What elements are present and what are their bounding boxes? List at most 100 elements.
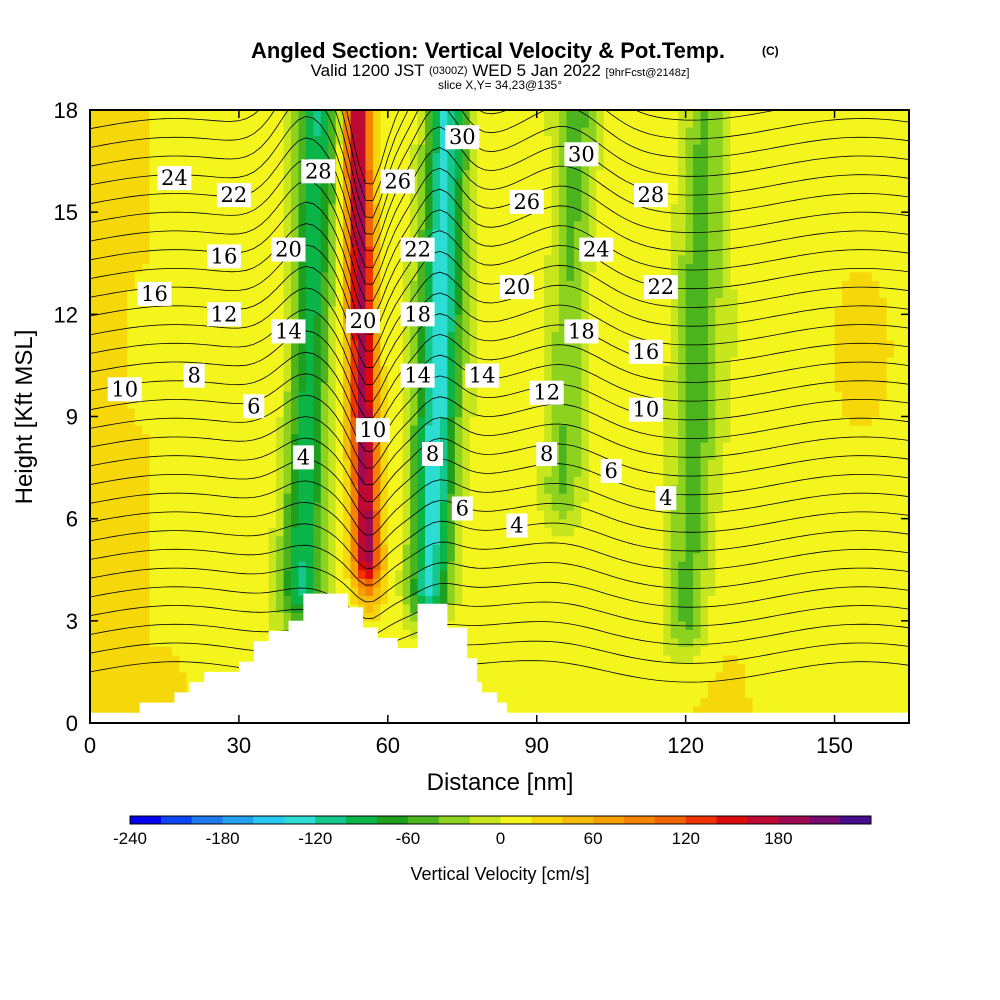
velocity-cell	[506, 399, 515, 409]
velocity-cell	[484, 314, 493, 324]
velocity-cell	[551, 263, 560, 273]
velocity-cell	[395, 433, 404, 443]
velocity-cell	[350, 271, 359, 281]
velocity-cell	[447, 373, 456, 384]
velocity-cell	[402, 425, 411, 435]
velocity-cell	[365, 382, 374, 392]
velocity-cell	[469, 569, 478, 579]
velocity-cell	[387, 339, 396, 349]
velocity-cell	[179, 680, 188, 690]
velocity-cell	[536, 348, 545, 358]
velocity-cell	[395, 229, 404, 239]
velocity-cell	[477, 280, 486, 290]
velocity-cell	[387, 629, 396, 639]
velocity-cell	[112, 297, 121, 307]
velocity-cell	[492, 629, 501, 639]
velocity-cell	[179, 603, 188, 613]
velocity-cell	[104, 399, 113, 409]
velocity-cell	[454, 382, 463, 392]
velocity-cell	[387, 493, 396, 503]
velocity-cell	[328, 305, 337, 315]
velocity-cell	[142, 203, 151, 213]
velocity-cell	[216, 339, 225, 349]
velocity-cell	[365, 254, 374, 264]
velocity-cell	[462, 450, 471, 460]
velocity-cell	[350, 288, 359, 298]
velocity-cell	[499, 254, 508, 264]
velocity-cell	[320, 552, 329, 562]
velocity-cell	[164, 229, 173, 239]
velocity-cell	[320, 331, 329, 341]
velocity-cell	[201, 518, 210, 528]
velocity-cell	[179, 373, 188, 384]
velocity-cell	[134, 339, 143, 349]
velocity-cell	[171, 561, 180, 571]
velocity-cell	[134, 110, 143, 120]
velocity-cell	[581, 433, 590, 443]
velocity-cell	[104, 544, 113, 554]
velocity-cell	[559, 425, 568, 435]
velocity-cell	[209, 203, 218, 213]
velocity-cell	[521, 629, 530, 639]
velocity-cell	[447, 518, 456, 528]
velocity-cell	[492, 518, 501, 528]
velocity-cell	[149, 135, 158, 145]
velocity-cell	[224, 280, 233, 290]
velocity-cell	[439, 322, 448, 332]
velocity-cell	[149, 603, 158, 613]
velocity-cell	[484, 680, 493, 690]
velocity-cell	[343, 144, 352, 154]
velocity-cell	[291, 127, 300, 137]
velocity-cell	[97, 416, 106, 426]
velocity-cell	[171, 297, 180, 307]
velocity-cell	[313, 246, 322, 256]
velocity-cell	[276, 595, 285, 605]
velocity-cell	[328, 339, 337, 349]
velocity-cell	[410, 603, 419, 613]
velocity-cell	[521, 220, 530, 230]
velocity-cell	[439, 263, 448, 273]
velocity-cell	[521, 365, 530, 375]
velocity-cell	[149, 220, 158, 230]
velocity-cell	[596, 544, 605, 554]
velocity-cell	[186, 595, 195, 605]
velocity-cell	[231, 144, 240, 154]
velocity-cell	[551, 629, 560, 639]
velocity-cell	[127, 535, 136, 545]
velocity-cell	[477, 110, 486, 120]
velocity-cell	[127, 314, 136, 324]
velocity-cell	[149, 569, 158, 579]
velocity-cell	[216, 620, 225, 630]
velocity-cell	[596, 314, 605, 324]
velocity-cell	[231, 280, 240, 290]
velocity-cell	[157, 390, 166, 401]
velocity-cell	[387, 246, 396, 256]
velocity-cell	[365, 561, 374, 571]
velocity-cell	[432, 322, 441, 332]
velocity-cell	[559, 629, 568, 639]
velocity-cell	[425, 467, 434, 477]
velocity-cell	[142, 305, 151, 315]
velocity-cell	[395, 280, 404, 290]
velocity-cell	[439, 382, 448, 392]
velocity-cell	[454, 339, 463, 349]
velocity-cell	[246, 373, 255, 384]
velocity-cell	[469, 297, 478, 307]
velocity-cell	[313, 348, 322, 358]
velocity-cell	[492, 671, 501, 682]
velocity-cell	[134, 399, 143, 409]
velocity-cell	[581, 552, 590, 562]
velocity-cell	[119, 603, 128, 613]
velocity-cell	[439, 399, 448, 409]
velocity-cell	[320, 212, 329, 222]
velocity-cell	[425, 118, 434, 128]
velocity-cell	[581, 646, 590, 656]
velocity-cell	[454, 356, 463, 367]
velocity-cell	[439, 450, 448, 460]
velocity-cell	[372, 612, 381, 622]
velocity-cell	[372, 280, 381, 290]
velocity-cell	[164, 603, 173, 613]
velocity-cell	[134, 144, 143, 154]
velocity-cell	[246, 433, 255, 443]
